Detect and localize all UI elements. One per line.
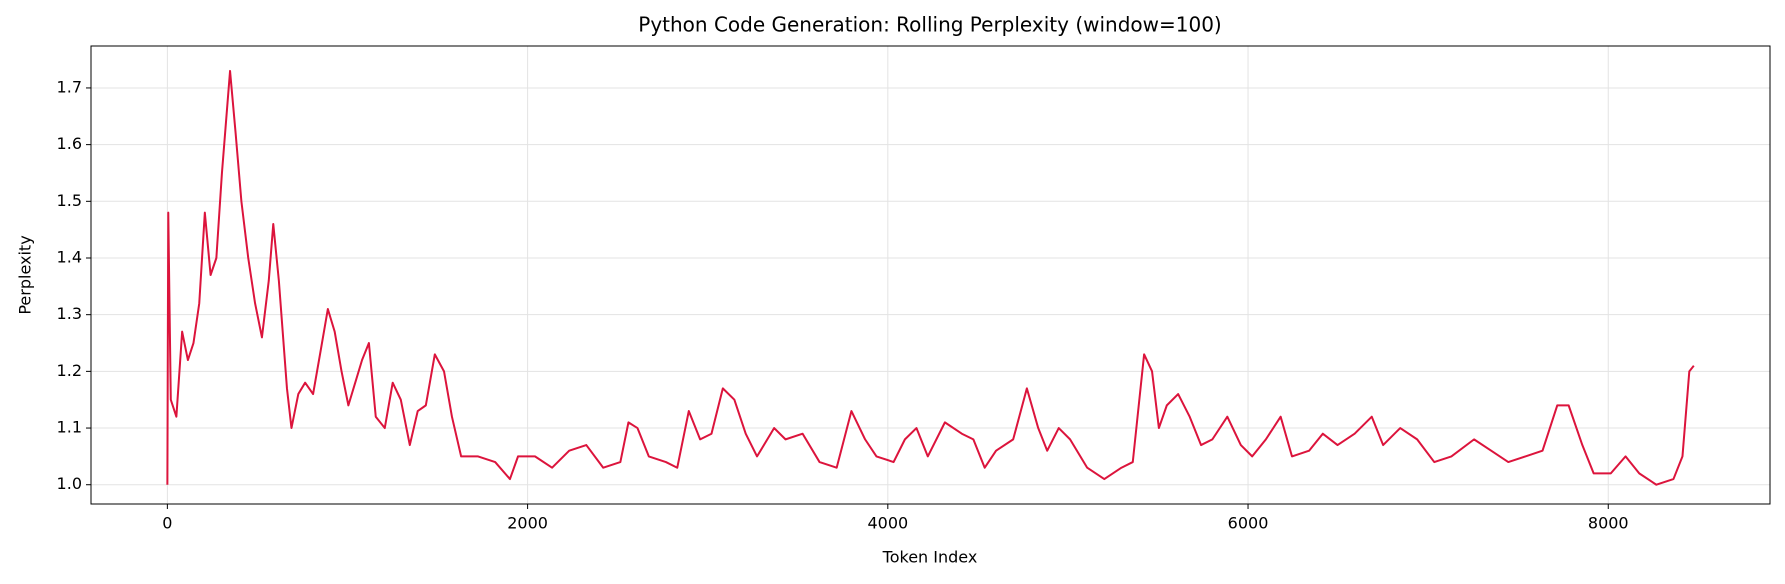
x-tick-label: 6000 [1228,514,1269,533]
x-tick-label: 4000 [867,514,908,533]
x-tick-label: 0 [162,514,172,533]
y-tick-label: 1.1 [57,418,82,437]
perplexity-line [166,69,1695,486]
y-tick-label: 1.7 [57,77,82,96]
y-tick-label: 1.5 [57,191,82,210]
axes-frame [90,45,1771,505]
y-tick-label: 1.6 [57,134,82,153]
chart-title: Python Code Generation: Rolling Perplexi… [638,13,1221,37]
y-tick-label: 1.3 [57,304,82,323]
x-axis-label: Token Index [882,548,978,567]
plot-area [166,69,1695,486]
y-tick-label: 1.0 [57,474,82,493]
x-tick-label: 2000 [507,514,548,533]
y-tick-label: 1.4 [57,247,82,266]
grid [91,46,1770,504]
y-axis-label: Perplexity [16,235,35,314]
y-tick-label: 1.2 [57,361,82,380]
x-tick-label: 8000 [1588,514,1629,533]
